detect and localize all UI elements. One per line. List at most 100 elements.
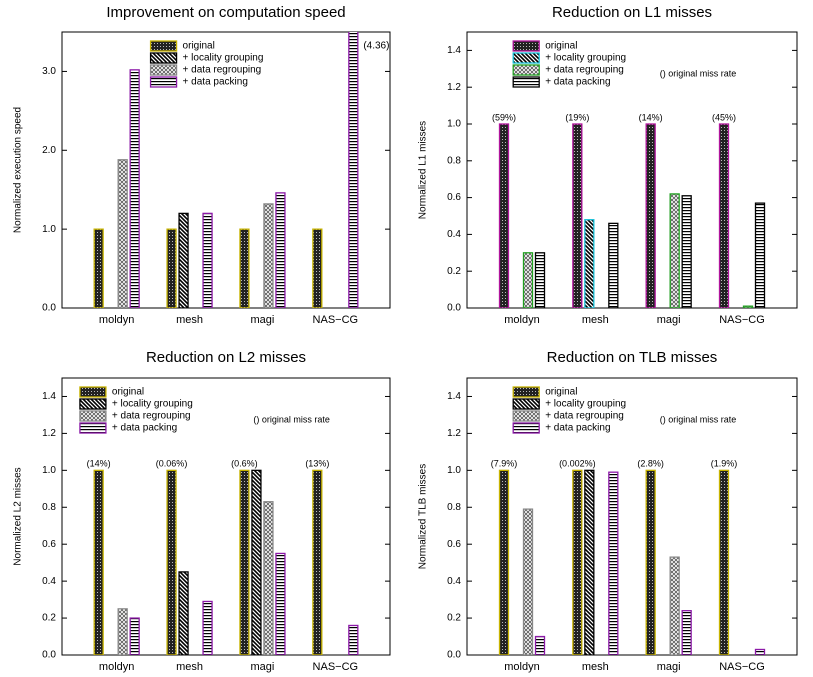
bar bbox=[522, 508, 534, 655]
chart-title: Reduction on L1 misses bbox=[552, 4, 712, 21]
miss-rate-label: (0.06%) bbox=[156, 459, 188, 469]
x-tick-label: magi bbox=[251, 661, 275, 673]
legend-label: + locality grouping bbox=[545, 53, 626, 64]
bar bbox=[275, 192, 286, 308]
bar bbox=[202, 600, 213, 655]
bar bbox=[742, 305, 754, 308]
miss-rate-label: (14%) bbox=[639, 112, 663, 122]
y-tick-label: 0.0 bbox=[447, 650, 461, 661]
y-tick-label: 1.2 bbox=[447, 428, 461, 439]
miss-rate-label: (0.6%) bbox=[231, 459, 258, 469]
bar bbox=[129, 617, 140, 655]
miss-rate-label: (45%) bbox=[712, 112, 736, 122]
bar bbox=[202, 212, 213, 308]
bar bbox=[498, 469, 510, 655]
legend-label: original bbox=[112, 387, 144, 398]
bar bbox=[117, 608, 128, 655]
y-tick-label: 0.0 bbox=[42, 303, 56, 314]
bar bbox=[263, 501, 274, 655]
bar bbox=[312, 228, 323, 308]
miss-rate-label: (2.8%) bbox=[637, 459, 664, 469]
x-tick-label: mesh bbox=[582, 661, 609, 673]
miss-rate-label: (1.9%) bbox=[711, 459, 738, 469]
chart-title: Improvement on computation speed bbox=[106, 4, 345, 21]
y-tick-label: 0.4 bbox=[447, 576, 461, 587]
bar bbox=[608, 471, 619, 655]
bar bbox=[754, 648, 766, 655]
y-tick-label: 0.8 bbox=[447, 155, 461, 166]
bar bbox=[251, 469, 262, 655]
bar bbox=[348, 32, 359, 308]
legend-label: original bbox=[545, 41, 577, 52]
legend-label: + data packing bbox=[545, 77, 610, 88]
x-tick-label: moldyn bbox=[99, 661, 134, 673]
x-tick-label: NAS−CG bbox=[719, 314, 765, 326]
miss-rate-label: (13%) bbox=[305, 459, 329, 469]
bar bbox=[645, 123, 656, 308]
chart-panel: Improvement on computation speed Normaliz… bbox=[13, 4, 391, 326]
bar bbox=[93, 469, 104, 655]
legend-label: + data regrouping bbox=[545, 65, 624, 76]
y-tick-label: 0.6 bbox=[447, 192, 461, 203]
y-tick-label: 2.0 bbox=[42, 145, 56, 156]
bars bbox=[498, 469, 766, 655]
bar bbox=[669, 193, 680, 308]
bar bbox=[93, 228, 104, 308]
bar bbox=[348, 624, 359, 655]
chart-panel: Reduction on TLB misses Normalized TLB mi… bbox=[418, 349, 798, 673]
bars bbox=[93, 469, 359, 655]
x-tick-label: moldyn bbox=[504, 661, 539, 673]
y-tick-label: 1.4 bbox=[447, 45, 461, 56]
miss-rate-label: (59%) bbox=[492, 112, 516, 122]
legend-label: + data regrouping bbox=[112, 411, 191, 422]
legend-swatch bbox=[149, 40, 178, 52]
y-axis-label: Normalized TLB misses bbox=[418, 464, 429, 569]
legend-label: + data packing bbox=[112, 423, 177, 434]
legend-swatch bbox=[512, 76, 540, 88]
note: () original miss rate bbox=[660, 414, 737, 424]
legend-label: + locality grouping bbox=[545, 399, 626, 410]
legend-swatch bbox=[512, 422, 540, 434]
y-tick-label: 1.2 bbox=[42, 428, 56, 439]
x-tick-label: NAS−CG bbox=[719, 661, 765, 673]
y-tick-label: 0.6 bbox=[447, 539, 461, 550]
y-tick-label: 1.0 bbox=[447, 465, 461, 476]
x-tick-label: magi bbox=[657, 314, 681, 326]
miss-rate-label: (14%) bbox=[87, 459, 111, 469]
x-tick-label: magi bbox=[251, 314, 275, 326]
y-tick-label: 1.0 bbox=[42, 465, 56, 476]
bar bbox=[117, 159, 128, 308]
x-tick-label: NAS−CG bbox=[313, 661, 359, 673]
bar bbox=[178, 212, 189, 308]
legend-swatch bbox=[79, 410, 107, 422]
bar bbox=[572, 123, 583, 308]
bars bbox=[498, 123, 766, 308]
y-tick-label: 0.8 bbox=[42, 502, 56, 513]
bar bbox=[522, 252, 534, 308]
legend-swatch bbox=[149, 76, 178, 88]
legend-swatch bbox=[79, 386, 107, 398]
miss-rate-label: (0.002%) bbox=[559, 459, 596, 469]
bar bbox=[681, 195, 692, 308]
y-tick-label: 1.4 bbox=[447, 391, 461, 402]
legend-swatch bbox=[149, 64, 178, 76]
x-tick-label: mesh bbox=[582, 314, 609, 326]
bar bbox=[239, 228, 250, 308]
legend-swatch bbox=[79, 398, 107, 410]
x-tick-label: mesh bbox=[176, 661, 203, 673]
x-tick-label: moldyn bbox=[99, 314, 134, 326]
bar bbox=[166, 469, 177, 655]
legend-swatch bbox=[512, 410, 540, 422]
y-tick-label: 0.6 bbox=[42, 539, 56, 550]
legend-label: + locality grouping bbox=[183, 53, 264, 64]
bar bbox=[669, 556, 680, 655]
legend-label: + locality grouping bbox=[112, 399, 193, 410]
legend-swatch bbox=[512, 40, 540, 52]
y-axis-label: Normalized L1 misses bbox=[418, 121, 429, 219]
legend-swatch bbox=[512, 52, 540, 64]
chart-panel: Reduction on L2 misses Normalized L2 miss… bbox=[13, 349, 391, 673]
bar bbox=[178, 571, 189, 655]
y-tick-label: 1.0 bbox=[447, 119, 461, 130]
bar bbox=[718, 469, 730, 655]
